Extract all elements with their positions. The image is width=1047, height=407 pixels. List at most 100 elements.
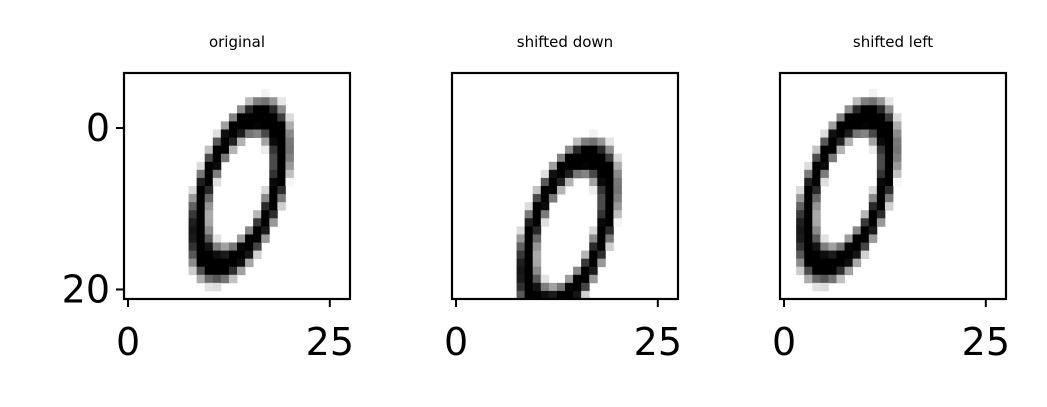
image-pixel <box>556 290 566 300</box>
image-pixel <box>188 242 198 251</box>
image-pixel <box>605 234 614 243</box>
image-pixel <box>524 218 534 227</box>
image-pixel <box>884 97 894 106</box>
image-pixel <box>573 153 582 163</box>
image-pixel <box>868 89 878 98</box>
image-pixel <box>548 282 558 292</box>
image-pixel <box>613 169 622 179</box>
image-pixel <box>188 250 198 260</box>
image-pixel <box>796 250 805 260</box>
image-pixel <box>876 177 886 187</box>
image-pixel <box>860 129 870 138</box>
image-pixel <box>605 186 614 195</box>
image-pixel <box>589 129 598 138</box>
image-pixel <box>261 121 270 130</box>
x-tick-label: 25 <box>962 320 1010 364</box>
image-pixel <box>820 274 829 284</box>
image-pixel <box>204 242 214 251</box>
image-pixel <box>277 186 286 195</box>
image-pixel <box>597 202 606 211</box>
image-pixel <box>261 137 270 147</box>
image-pixel <box>573 290 582 300</box>
image-pixel <box>245 258 254 268</box>
image-pixel <box>573 266 582 276</box>
image-pixel <box>613 202 622 211</box>
image-pixel <box>212 177 222 187</box>
image-pixel <box>613 218 622 227</box>
image-pixel <box>860 97 870 106</box>
image-pixel <box>285 177 294 187</box>
image-pixel <box>868 202 878 211</box>
digit-image <box>796 89 902 292</box>
image-pixel <box>204 258 214 268</box>
image-pixel <box>597 210 606 219</box>
image-pixel <box>237 121 246 130</box>
image-pixel <box>196 274 206 284</box>
image-pixel <box>796 202 805 211</box>
image-pixel <box>532 290 542 300</box>
image-pixel <box>820 129 829 138</box>
image-pixel <box>796 194 805 203</box>
image-pixel <box>540 177 550 187</box>
image-pixel <box>828 137 837 147</box>
image-pixel <box>556 186 566 195</box>
panel-title: original <box>209 33 265 51</box>
image-pixel <box>212 258 222 268</box>
image-pixel <box>285 169 294 179</box>
image-pixel <box>884 137 894 147</box>
axes-frame <box>122 71 352 301</box>
digit-image <box>516 129 622 300</box>
image-pixel <box>516 234 526 243</box>
image-pixel <box>188 258 198 268</box>
image-pixel <box>285 129 294 138</box>
image-pixel <box>836 258 845 268</box>
image-pixel <box>860 250 870 260</box>
image-pixel <box>613 186 622 195</box>
image-pixel <box>884 194 894 203</box>
image-pixel <box>253 242 262 251</box>
image-pixel <box>852 97 862 106</box>
image-pixel <box>589 145 598 155</box>
image-pixel <box>804 202 813 211</box>
image-pixel <box>188 210 198 219</box>
image-pixel <box>277 113 286 122</box>
image-pixel <box>804 234 813 243</box>
panel-shifted-left: shifted left020025 <box>772 33 1010 364</box>
image-pixel <box>220 145 230 155</box>
image-pixel <box>532 218 542 227</box>
image-pixel <box>269 129 278 138</box>
image-pixel <box>204 210 214 219</box>
digit-image <box>188 89 294 292</box>
image-pixel <box>573 169 582 179</box>
image-pixel <box>868 194 878 203</box>
image-pixel <box>277 97 286 106</box>
image-pixel <box>196 210 206 219</box>
image-pixel <box>261 89 270 98</box>
image-pixel <box>228 266 238 276</box>
image-pixel <box>196 169 206 179</box>
image-pixel <box>540 194 550 203</box>
image-pixel <box>884 153 894 163</box>
image-pixel <box>876 121 886 130</box>
image-pixel <box>893 177 902 187</box>
image-pixel <box>828 242 837 251</box>
image-pixel <box>196 234 206 243</box>
image-pixel <box>589 250 598 260</box>
image-pixel <box>884 161 894 171</box>
image-pixel <box>852 250 862 260</box>
image-pixel <box>820 169 829 179</box>
image-pixel <box>245 242 254 251</box>
image-pixel <box>812 202 821 211</box>
image-pixel <box>540 202 550 211</box>
image-pixel <box>605 242 614 251</box>
image-pixel <box>540 290 550 300</box>
image-pixel <box>220 266 230 276</box>
image-pixel <box>277 161 286 171</box>
image-pixel <box>245 97 254 106</box>
image-pixel <box>884 177 894 187</box>
image-pixel <box>844 137 854 147</box>
image-pixel <box>804 218 813 227</box>
image-pixel <box>253 121 262 130</box>
image-pixel <box>261 129 270 138</box>
